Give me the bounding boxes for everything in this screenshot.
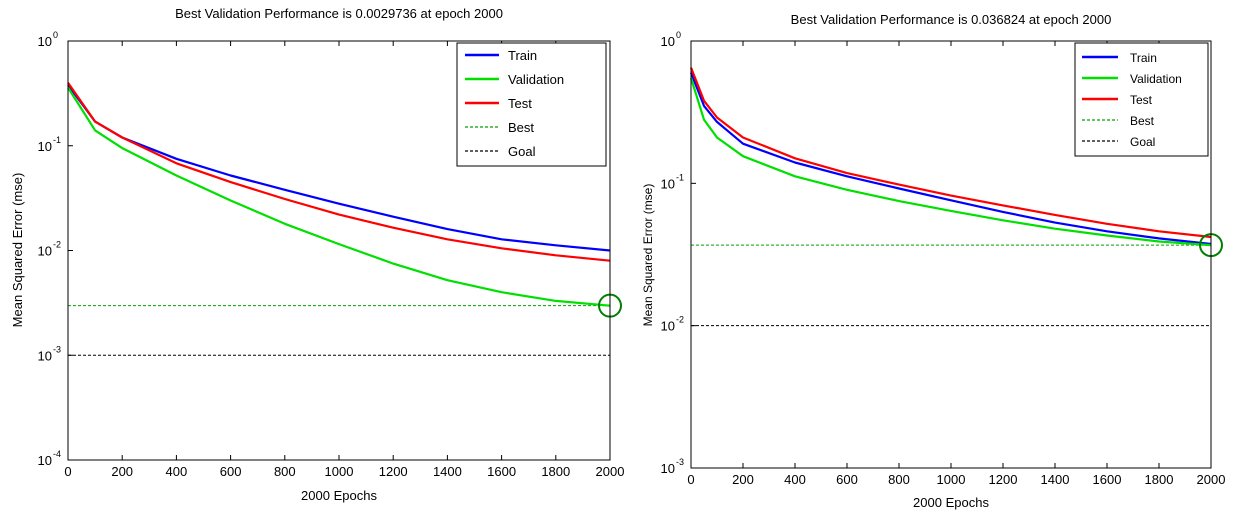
- x-tick-label: 200: [732, 472, 754, 487]
- legend-label-test: Test: [1130, 93, 1153, 107]
- chart-right: Best Validation Performance is 0.036824 …: [641, 12, 1225, 510]
- y-tick-label: 10: [661, 461, 675, 476]
- x-axis-label: 2000 Epochs: [301, 488, 377, 503]
- series-line-validation: [689, 77, 1212, 247]
- series-line-test: [689, 67, 1212, 239]
- x-tick-label: 1400: [433, 464, 462, 479]
- y-tick-exponent: 0: [53, 30, 58, 40]
- y-tick-exponent: -3: [676, 457, 684, 467]
- y-tick-label: 10: [661, 34, 675, 49]
- y-tick-exponent: -2: [676, 315, 684, 325]
- x-tick-label: 2000: [1197, 472, 1226, 487]
- x-tick-label: 1400: [1041, 472, 1070, 487]
- y-tick-label: 10: [661, 319, 675, 334]
- x-tick-label: 1000: [937, 472, 966, 487]
- x-tick-labels: 0 200 400 600 800 1000 1200 1400 1600 1800 2000: [64, 41, 624, 479]
- legend-label-train: Train: [508, 48, 537, 63]
- series-line-train: [689, 72, 1212, 246]
- x-axis-label: 2000 Epochs: [913, 495, 989, 510]
- y-tick-exponent: -1: [53, 135, 61, 145]
- x-tick-label: 0: [64, 464, 71, 479]
- y-tick-exponent: 0: [676, 30, 681, 40]
- x-tick-label: 400: [166, 464, 188, 479]
- x-tick-label: 1200: [989, 472, 1018, 487]
- y-tick-exponent: -2: [53, 240, 61, 250]
- x-tick-label: 1600: [487, 464, 516, 479]
- x-tick-label: 0: [687, 472, 694, 487]
- y-tick-label: 10: [38, 453, 52, 468]
- x-tick-label: 800: [274, 464, 296, 479]
- x-tick-label: 600: [220, 464, 242, 479]
- y-tick-exponent: -1: [676, 172, 684, 182]
- x-tick-label: 1800: [1145, 472, 1174, 487]
- legend-label-goal: Goal: [508, 144, 536, 159]
- chart-title: Best Validation Performance is 0.0029736…: [175, 6, 503, 21]
- y-tick-label: 10: [38, 34, 52, 49]
- x-tick-label: 2000: [596, 464, 625, 479]
- chart-left: Best Validation Performance is 0.0029736…: [10, 6, 624, 503]
- series-line-test: [67, 82, 611, 262]
- x-tick-label: 800: [888, 472, 910, 487]
- legend-label-goal: Goal: [1130, 135, 1155, 149]
- x-tick-label: 1200: [379, 464, 408, 479]
- y-axis-label: Mean Squared Error (mse): [641, 184, 655, 327]
- legend-label-best: Best: [508, 120, 534, 135]
- x-tick-labels: 0 200 400 600 800 1000 1200 1400 1600 1800 2000: [687, 41, 1225, 487]
- plot-area: [67, 41, 622, 460]
- legend-label-best: Best: [1130, 114, 1155, 128]
- legend-label-train: Train: [1130, 51, 1157, 65]
- series-line-validation: [67, 86, 611, 307]
- x-tick-label: 1000: [325, 464, 354, 479]
- x-tick-label: 600: [836, 472, 858, 487]
- y-tick-label: 10: [661, 176, 675, 191]
- x-tick-label: 200: [111, 464, 133, 479]
- legend-label-validation: Validation: [1130, 72, 1182, 86]
- y-tick-exponent: -4: [53, 449, 61, 459]
- y-tick-label: 10: [38, 244, 52, 259]
- x-tick-label: 1600: [1093, 472, 1122, 487]
- chart-title: Best Validation Performance is 0.036824 …: [791, 12, 1112, 27]
- x-tick-label: 1800: [541, 464, 570, 479]
- legend: Train Validation Test Best Goal: [456, 42, 607, 167]
- legend-label-test: Test: [508, 96, 532, 111]
- y-tick-label: 10: [38, 348, 52, 363]
- x-tick-label: 400: [784, 472, 806, 487]
- legend-label-validation: Validation: [508, 72, 564, 87]
- y-tick-exponent: -3: [53, 344, 61, 354]
- y-tick-label: 10: [38, 139, 52, 154]
- legend-box: [456, 42, 607, 167]
- y-axis-label: Mean Squared Error (mse): [10, 173, 25, 328]
- legend: Train Validation Test Best Goal: [1074, 42, 1209, 157]
